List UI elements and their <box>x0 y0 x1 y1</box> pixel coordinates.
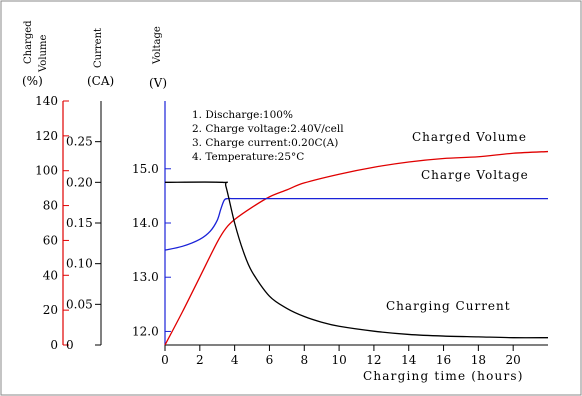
current-tick-label: 0 <box>66 338 74 352</box>
charged-volume-tick-label: 40 <box>43 268 58 282</box>
note-line-2: 2. Charge voltage:2.40V/cell <box>192 123 344 135</box>
axis-ticks: 02040608010012014000.050.100.150.200.251… <box>35 94 521 367</box>
x-tick-label: 20 <box>506 353 521 367</box>
x-axis-label: Charging time (hours) <box>363 369 524 383</box>
series-label-charge-voltage: Charge Voltage <box>421 168 529 182</box>
current-tick-label: 0.05 <box>66 297 93 311</box>
charge-voltage-line <box>164 197 548 251</box>
notes-box: 1. Discharge:100% 2. Charge voltage:2.40… <box>192 109 344 163</box>
x-tick-label: 16 <box>436 353 451 367</box>
charged-volume-tick-label: 80 <box>43 199 58 213</box>
voltage-tick-label: 15.0 <box>132 162 159 176</box>
current-tick-label: 0.25 <box>66 135 93 149</box>
current-tick-label: 0.15 <box>66 216 93 230</box>
note-line-4: 4. Temperature:25°C <box>192 151 304 163</box>
charged-volume-tick-label: 60 <box>43 233 58 247</box>
voltage-axis-title: Voltage <box>152 26 163 65</box>
charging-current-line <box>164 181 549 339</box>
charged-volume-tick-label: 100 <box>35 164 58 178</box>
x-tick-label: 10 <box>331 353 346 367</box>
note-line-1: 1. Discharge:100% <box>192 109 293 121</box>
x-tick-label: 6 <box>266 353 274 367</box>
x-tick-label: 18 <box>471 353 486 367</box>
current-tick-label: 0.20 <box>66 175 93 189</box>
current-tick-label: 0.10 <box>66 257 93 271</box>
series-label-charged-volume: Charged Volume <box>412 130 527 144</box>
x-tick-label: 0 <box>161 353 169 367</box>
note-line-3: 3. Charge current:0.20C(A) <box>192 137 338 149</box>
charged-volume-line <box>164 150 549 346</box>
current-axis-title: Current <box>93 28 104 68</box>
charged-volume-tick-label: 120 <box>35 129 58 143</box>
charged-volume-axis-unit: (%) <box>22 74 43 88</box>
x-tick-label: 14 <box>401 353 417 367</box>
x-tick-label: 8 <box>300 353 308 367</box>
series-label-charging-current: Charging Current <box>386 299 511 313</box>
voltage-tick-label: 13.0 <box>132 270 159 284</box>
current-axis-unit: (CA) <box>87 74 114 88</box>
voltage-axis-unit: (V) <box>149 76 167 90</box>
charged-volume-tick-label: 20 <box>43 303 58 317</box>
charged-volume-axis-title: Charged <box>23 20 34 64</box>
charged-volume-axis-sublabel: Volume <box>38 35 49 73</box>
voltage-tick-label: 12.0 <box>132 324 159 338</box>
series-layer <box>164 150 549 346</box>
x-tick-label: 12 <box>366 353 381 367</box>
charged-volume-tick-label: 140 <box>35 94 58 108</box>
charged-volume-tick-label: 0 <box>50 338 58 352</box>
x-tick-label: 2 <box>196 353 204 367</box>
x-tick-label: 4 <box>231 353 239 367</box>
voltage-tick-label: 14.0 <box>132 216 159 230</box>
